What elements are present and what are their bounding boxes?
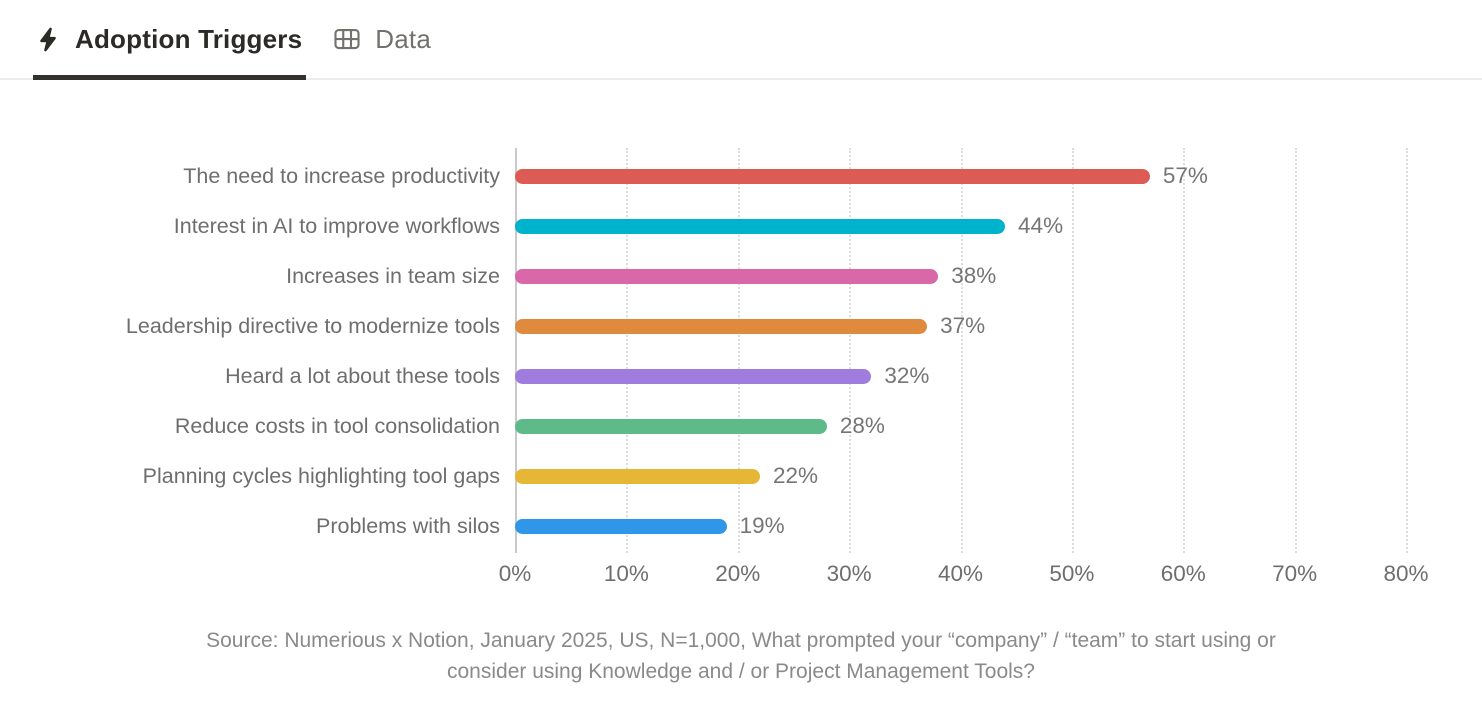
x-tick-label: 60% — [1160, 561, 1206, 586]
bar-row: Planning cycles highlighting tool gaps 22… — [0, 451, 1482, 501]
source-line-2: consider using Knowledge and / or Projec… — [447, 660, 1035, 683]
source-line-1: Source: Numerious x Notion, January 2025… — [206, 629, 1276, 652]
source-note: Source: Numerious x Notion, January 2025… — [0, 625, 1482, 687]
gridline — [737, 148, 740, 553]
category-label: Problems with silos — [316, 513, 500, 538]
bar-row: Interest in AI to improve workflows 44% — [0, 201, 1482, 251]
gridline — [1071, 148, 1074, 553]
bar — [515, 168, 1150, 184]
value-label: 38% — [951, 263, 997, 288]
bar-row: Increases in team size 38% — [0, 251, 1482, 301]
x-tick-label: 0% — [498, 561, 532, 586]
bar — [515, 268, 939, 284]
x-axis: 0% 10% 20% 30% 40% 50% 60% 70% 80% — [499, 561, 1429, 591]
value-label: 44% — [1018, 213, 1064, 238]
x-tick-label: 40% — [937, 561, 984, 586]
value-label: 22% — [773, 463, 819, 488]
tab-adoption-triggers[interactable]: Adoption Triggers — [32, 0, 307, 80]
tab-bar: Adoption Triggers Data — [0, 0, 1482, 80]
value-label: 32% — [884, 363, 930, 388]
x-tick-label: 50% — [1049, 561, 1095, 586]
tab-label: Adoption Triggers — [75, 23, 303, 54]
bar-row: Leadership directive to modernize tools 3… — [0, 301, 1482, 351]
value-label: 28% — [839, 413, 885, 438]
gridline — [626, 148, 629, 553]
bar-row: The need to increase productivity 57% — [0, 151, 1482, 201]
category-label: Planning cycles highlighting tool gaps — [142, 463, 500, 488]
bar — [515, 468, 761, 484]
category-label: Heard a lot about these tools — [225, 363, 500, 388]
bar — [515, 318, 928, 334]
plot-gridlines — [515, 148, 1408, 553]
category-label: Interest in AI to improve workflows — [173, 213, 500, 238]
x-tick-label: 20% — [715, 561, 761, 586]
gridline — [849, 148, 852, 553]
bar-row: Reduce costs in tool consolidation 28% — [0, 401, 1482, 451]
bar-chart: The need to increase productivity 57% Inte… — [0, 80, 1482, 592]
bar — [515, 418, 827, 434]
bar-row: Problems with silos 19% — [0, 501, 1482, 551]
tab-data[interactable]: Data — [332, 0, 431, 78]
gridline — [1406, 148, 1408, 553]
y-axis-line — [515, 148, 517, 553]
lightning-bolt-icon — [35, 26, 62, 53]
bar-rows: The need to increase productivity 57% Inte… — [0, 151, 1482, 551]
bar — [515, 368, 872, 384]
gridline — [1294, 148, 1297, 553]
tab-label: Data — [375, 23, 432, 54]
gridline — [960, 148, 963, 553]
x-tick-label: 80% — [1383, 561, 1429, 586]
category-label: Increases in team size — [286, 263, 500, 288]
gridline — [1183, 148, 1186, 553]
value-label: 37% — [940, 313, 986, 338]
table-icon — [332, 24, 362, 54]
value-label: 19% — [739, 513, 785, 538]
value-label: 57% — [1162, 163, 1208, 188]
x-tick-label: 30% — [826, 561, 872, 586]
bar — [515, 218, 1006, 234]
category-label: The need to increase productivity — [183, 163, 500, 188]
x-tick-label: 10% — [603, 561, 649, 586]
category-label: Reduce costs in tool consolidation — [174, 413, 500, 438]
x-tick-label: 70% — [1272, 561, 1318, 586]
bar — [515, 518, 727, 534]
bar-row: Heard a lot about these tools 32% — [0, 351, 1482, 401]
category-label: Leadership directive to modernize tools — [125, 313, 500, 338]
